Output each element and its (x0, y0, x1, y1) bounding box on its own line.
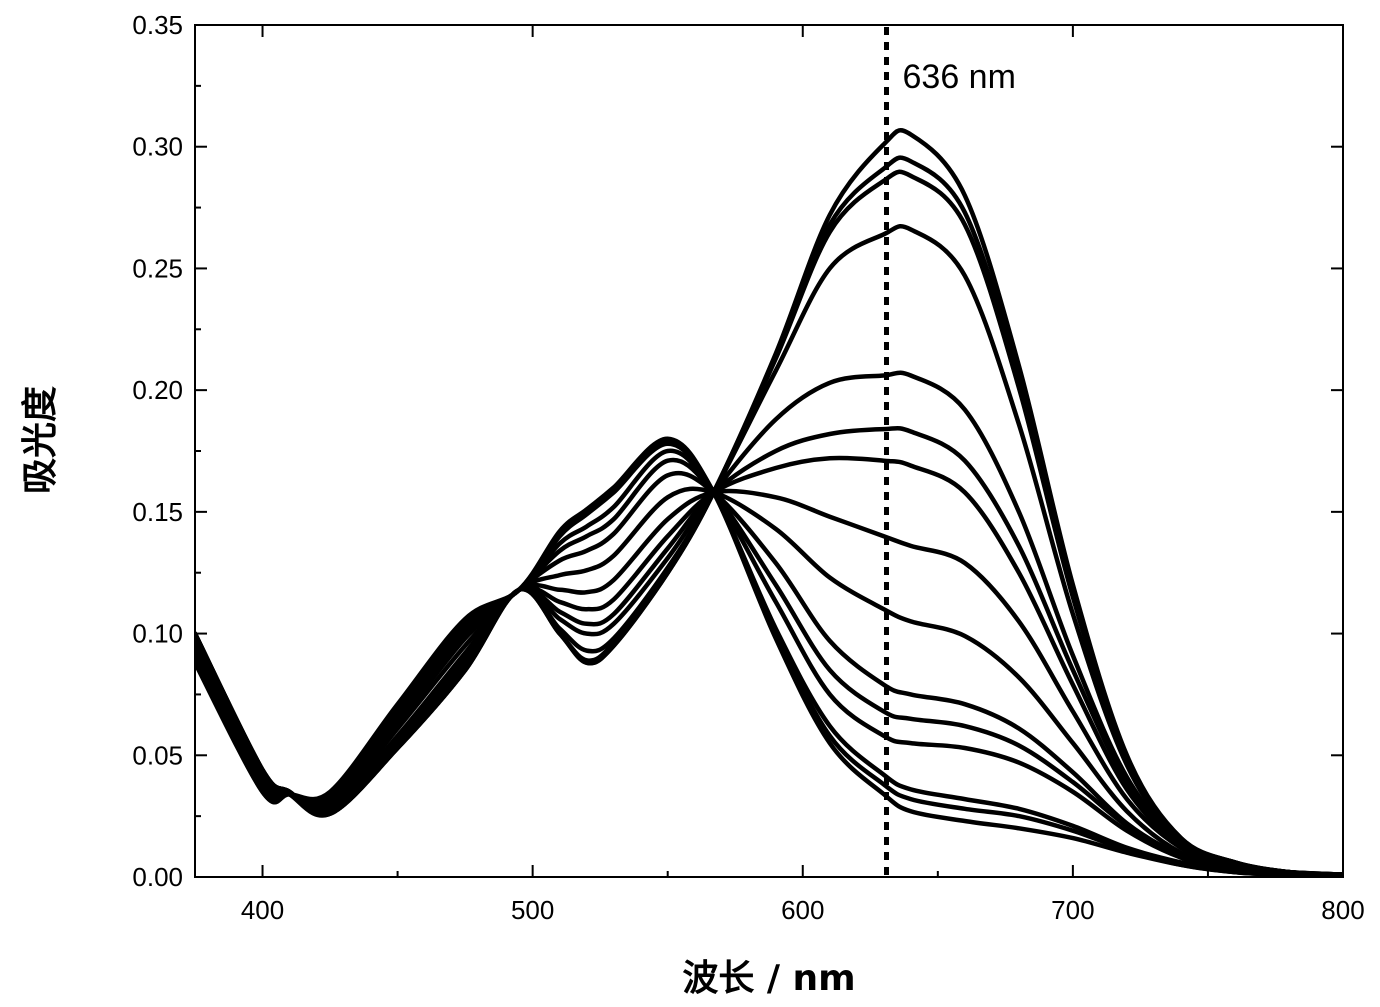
spectrum-line-15 (195, 439, 1343, 875)
y-tick-label: 0.05 (132, 740, 183, 770)
spectrum-line-8 (195, 491, 1343, 875)
spectra-series-group (195, 130, 1343, 875)
x-tick-label: 800 (1321, 895, 1364, 925)
x-tick-label: 500 (511, 895, 554, 925)
spectrum-line-12 (195, 451, 1343, 875)
spectrum-line-13 (195, 444, 1343, 875)
x-tick-label: 700 (1051, 895, 1094, 925)
x-tick-label: 600 (781, 895, 824, 925)
spectrum-line-14 (195, 441, 1343, 874)
y-tick-label: 0.20 (132, 375, 183, 405)
y-tick-label: 0.30 (132, 132, 183, 162)
x-axis-title: 波长 / nm (682, 958, 855, 999)
y-tick-label: 0.10 (132, 619, 183, 649)
y-tick-label: 0.15 (132, 497, 183, 527)
spectrum-line-7 (195, 458, 1343, 875)
y-tick-label: 0.25 (132, 253, 183, 283)
spectrum-line-10 (195, 473, 1343, 875)
x-tick-label: 400 (241, 895, 284, 925)
y-axis-title: 吸光度 (20, 386, 61, 494)
y-tick-label: 0.35 (132, 10, 183, 40)
wavelength-marker-label: 636 nm (903, 58, 1016, 96)
annotation-group: 636 nm (887, 27, 1016, 877)
y-tick-label: 0.00 (132, 862, 183, 892)
spectrum-line-9 (195, 489, 1343, 875)
